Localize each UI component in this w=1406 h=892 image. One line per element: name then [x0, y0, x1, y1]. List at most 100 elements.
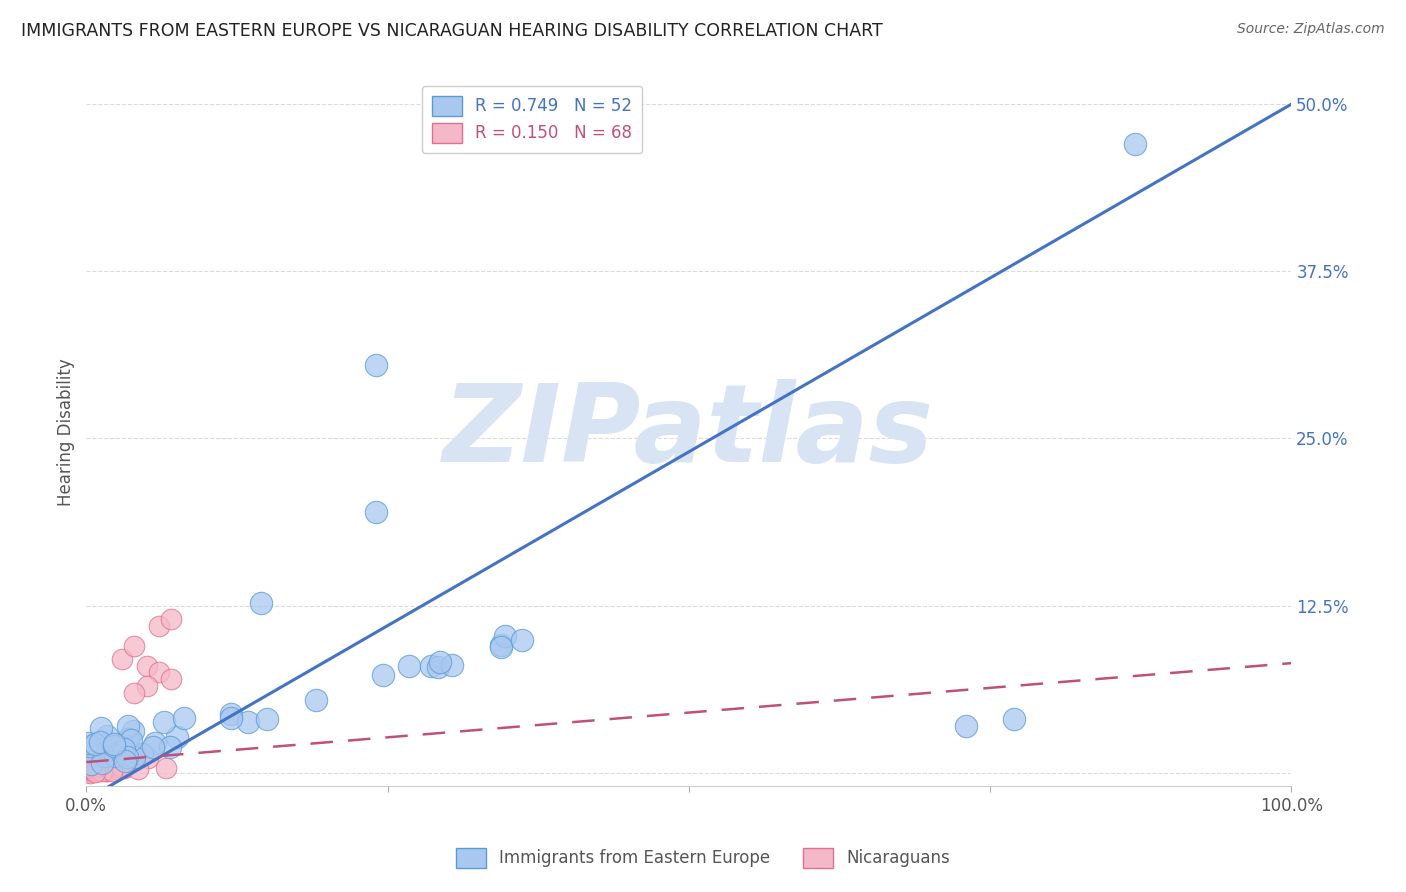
Point	[441, 658, 464, 673]
Point	[155, 760, 177, 774]
Point	[420, 659, 443, 673]
Point	[79, 739, 101, 754]
Point	[115, 749, 138, 764]
Point	[91, 756, 114, 770]
Point	[117, 719, 139, 733]
Point	[76, 760, 98, 774]
Point	[96, 764, 118, 779]
Point	[101, 764, 124, 778]
Point	[90, 721, 112, 735]
Point	[131, 747, 153, 761]
Point	[115, 754, 138, 768]
Point	[76, 736, 98, 750]
Point	[104, 749, 127, 764]
Point	[173, 711, 195, 725]
Point	[80, 744, 103, 758]
Point	[121, 752, 143, 766]
Point	[117, 756, 139, 770]
Point	[148, 618, 170, 632]
Point	[94, 749, 117, 764]
Point	[111, 652, 134, 666]
Point	[87, 764, 110, 779]
Text: ZIPatlas: ZIPatlas	[443, 379, 935, 484]
Point	[219, 706, 242, 721]
Point	[159, 672, 181, 686]
Point	[80, 761, 103, 775]
Point	[117, 732, 139, 747]
Point	[103, 739, 125, 754]
Point	[87, 759, 110, 773]
Point	[80, 756, 103, 771]
Point	[429, 655, 451, 669]
Point	[91, 762, 114, 776]
Point	[122, 749, 145, 764]
Point	[122, 724, 145, 739]
Point	[103, 737, 125, 751]
Point	[79, 759, 101, 773]
Y-axis label: Hearing Disability: Hearing Disability	[58, 358, 75, 506]
Point	[103, 753, 125, 767]
Point	[79, 763, 101, 777]
Point	[111, 744, 134, 758]
Point	[105, 762, 128, 776]
Point	[89, 761, 111, 775]
Point	[398, 659, 420, 673]
Legend: Immigrants from Eastern Europe, Nicaraguans: Immigrants from Eastern Europe, Nicaragu…	[449, 841, 957, 875]
Point	[80, 761, 103, 775]
Point	[79, 765, 101, 780]
Point	[87, 758, 110, 772]
Point	[489, 639, 512, 653]
Point	[94, 762, 117, 776]
Point	[82, 755, 104, 769]
Point	[79, 760, 101, 774]
Point	[1123, 137, 1146, 152]
Point	[112, 742, 135, 756]
Point	[120, 733, 142, 747]
Point	[77, 765, 100, 780]
Point	[127, 762, 149, 776]
Point	[76, 762, 98, 776]
Point	[124, 685, 146, 699]
Point	[79, 760, 101, 774]
Point	[110, 744, 132, 758]
Point	[83, 737, 105, 751]
Point	[84, 764, 107, 778]
Point	[91, 764, 114, 778]
Point	[76, 761, 98, 775]
Point	[135, 679, 157, 693]
Point	[91, 764, 114, 778]
Point	[114, 754, 136, 768]
Point	[76, 764, 98, 778]
Point	[124, 639, 146, 653]
Point	[491, 640, 513, 654]
Text: Source: ZipAtlas.com: Source: ZipAtlas.com	[1237, 22, 1385, 37]
Point	[76, 758, 98, 772]
Point	[250, 596, 273, 610]
Point	[135, 658, 157, 673]
Point	[76, 758, 98, 772]
Point	[98, 756, 121, 771]
Point	[148, 665, 170, 680]
Point	[236, 715, 259, 730]
Point	[112, 761, 135, 775]
Point	[103, 759, 125, 773]
Point	[96, 764, 118, 778]
Point	[364, 358, 387, 372]
Point	[111, 761, 134, 775]
Point	[166, 730, 188, 744]
Point	[159, 739, 181, 754]
Point	[80, 756, 103, 771]
Point	[111, 760, 134, 774]
Point	[76, 759, 98, 773]
Point	[219, 711, 242, 725]
Point	[256, 712, 278, 726]
Point	[143, 735, 166, 749]
Point	[512, 633, 534, 648]
Point	[305, 693, 328, 707]
Point	[98, 752, 121, 766]
Point	[142, 739, 165, 754]
Point	[114, 756, 136, 771]
Text: IMMIGRANTS FROM EASTERN EUROPE VS NICARAGUAN HEARING DISABILITY CORRELATION CHAR: IMMIGRANTS FROM EASTERN EUROPE VS NICARA…	[21, 22, 883, 40]
Point	[494, 629, 516, 643]
Point	[364, 505, 387, 519]
